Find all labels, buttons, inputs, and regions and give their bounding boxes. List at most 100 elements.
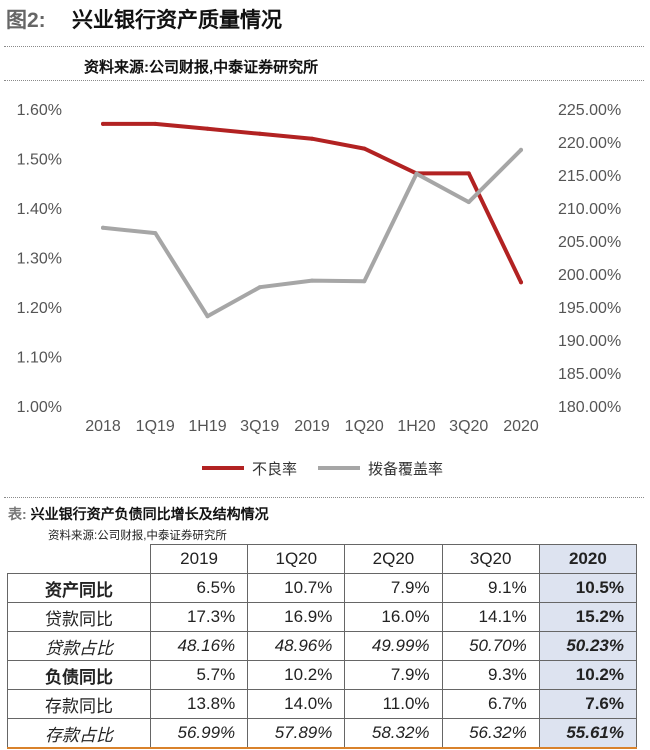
column-header: 2019 [149, 544, 249, 574]
table-cell: 10.2% [247, 660, 346, 690]
provision-coverage-point [466, 200, 471, 205]
y-right-tick-label: 220.00% [558, 135, 621, 152]
y-right-tick-label: 225.00% [558, 102, 621, 119]
figure-title: 兴业银行资产质量情况 [72, 9, 282, 32]
npl-ratio-line [101, 121, 523, 285]
x-tick-label: 2019 [294, 418, 330, 435]
table-cell: 49.99% [344, 631, 443, 661]
table-row: 负债同比 5.7% 10.2% 7.9% 9.3% 10.2% [7, 660, 638, 690]
provision-coverage-point [153, 231, 158, 236]
y-right-tick-label: 210.00% [558, 201, 621, 218]
divider [4, 497, 644, 498]
y-left-tick-label: 1.30% [17, 251, 62, 268]
divider [4, 46, 644, 47]
figure-title-bar: 图2: 兴业银行资产质量情况 [0, 0, 650, 38]
table-header-row: 2019 1Q20 2Q20 3Q20 2020 [7, 544, 638, 574]
y-left-tick-label: 1.60% [17, 102, 62, 119]
divider [4, 80, 644, 81]
table-cell: 16.9% [247, 602, 346, 632]
table-cell: 58.32% [344, 718, 443, 749]
balance-sheet-table: 2019 1Q20 2Q20 3Q20 2020 资产同比 6.5% 10.7% 7.… [7, 544, 638, 749]
y-left-tick-label: 1.20% [17, 300, 62, 317]
y-right-tick-label: 205.00% [558, 234, 621, 251]
row-label: 贷款占比 [7, 631, 151, 661]
table-cell: 14.0% [247, 689, 346, 719]
table-cell: 13.8% [149, 689, 249, 719]
table-row: 贷款同比 17.3% 16.9% 16.0% 14.1% 15.2% [7, 602, 638, 632]
provision-coverage-point [414, 171, 419, 176]
table-cell: 10.2% [538, 660, 638, 690]
y-right-tick-label: 195.00% [558, 300, 621, 317]
x-tick-label: 1Q20 [345, 418, 384, 435]
table-cell: 17.3% [149, 602, 249, 632]
table-label: 表: [8, 506, 27, 522]
table-cell: 11.0% [344, 689, 443, 719]
provision-coverage-point [362, 279, 367, 284]
table-cell: 57.89% [247, 718, 346, 749]
y-left-tick-label: 1.50% [17, 152, 62, 169]
row-label: 存款同比 [7, 689, 151, 719]
column-header: 2Q20 [344, 544, 443, 574]
table-corner [7, 544, 151, 574]
table-cell: 55.61% [538, 718, 638, 749]
table-cell: 5.7% [149, 660, 249, 690]
x-tick-label: 1Q19 [136, 418, 175, 435]
y-left-tick-label: 1.10% [17, 350, 62, 367]
table-cell: 14.1% [441, 602, 540, 632]
table-title-text: 兴业银行资产负债同比增长及结构情况 [30, 506, 269, 522]
legend-label: 拨备覆盖率 [368, 460, 443, 478]
table-cell: 9.3% [441, 660, 540, 690]
table-cell: 10.5% [538, 573, 638, 603]
table-row: 存款占比 56.99% 57.89% 58.32% 56.32% 55.61% [7, 718, 638, 749]
npl-ratio-point [466, 171, 471, 176]
y-right-tick-label: 185.00% [558, 366, 621, 383]
provision-coverage-point [257, 285, 262, 290]
x-tick-label: 1H19 [188, 418, 226, 435]
provision-coverage-point [205, 314, 210, 319]
table-source: 资料来源:公司财报,中泰证券研究所 [48, 530, 227, 542]
table-cell: 7.6% [538, 689, 638, 719]
column-header: 3Q20 [441, 544, 540, 574]
table-cell: 50.23% [538, 631, 638, 661]
row-label: 资产同比 [7, 573, 151, 603]
table-title: 表: 兴业银行资产负债同比增长及结构情况 [8, 504, 269, 524]
provision-coverage-point [519, 147, 523, 152]
table-cell: 15.2% [538, 602, 638, 632]
figure-label: 图2: [6, 9, 46, 32]
table-row: 资产同比 6.5% 10.7% 7.9% 9.1% 10.5% [7, 573, 638, 603]
table-cell: 7.9% [344, 573, 443, 603]
table-cell: 48.16% [149, 631, 249, 661]
y-right-tick-label: 190.00% [558, 333, 621, 350]
npl-ratio-point [362, 146, 367, 151]
x-tick-label: 2020 [503, 418, 539, 435]
y-right-tick-label: 215.00% [558, 168, 621, 185]
x-tick-label: 3Q20 [449, 418, 488, 435]
npl-ratio-point [205, 126, 210, 131]
x-tick-label: 3Q19 [240, 418, 279, 435]
table-cell: 50.70% [441, 631, 540, 661]
table-cell: 48.96% [247, 631, 346, 661]
x-tick-label: 1H20 [397, 418, 435, 435]
npl-ratio-point [310, 136, 314, 141]
table-cell: 10.7% [247, 573, 346, 603]
table-cell: 6.7% [441, 689, 540, 719]
table-cell: 16.0% [344, 602, 443, 632]
npl-ratio-point [101, 121, 105, 126]
provision-coverage-point [101, 225, 105, 230]
table-row: 存款同比 13.8% 14.0% 11.0% 6.7% 7.6% [7, 689, 638, 719]
figure-source: 资料来源:公司财报,中泰证券研究所 [84, 59, 319, 76]
column-header: 2020 [538, 544, 638, 574]
table-cell: 56.99% [149, 718, 249, 749]
npl-ratio-point [257, 131, 262, 136]
y-right-tick-label: 180.00% [558, 399, 621, 416]
row-label: 存款占比 [7, 718, 151, 749]
line-chart: 1.00% 1.10% 1.20% 1.30% 1.40% 1.50% 1.60% 180.0… [17, 102, 622, 478]
y-left-tick-label: 1.00% [17, 399, 62, 416]
legend-label: 不良率 [252, 460, 297, 478]
provision-coverage-point [310, 278, 314, 283]
table-cell: 7.9% [344, 660, 443, 690]
row-label: 负债同比 [7, 660, 151, 690]
x-tick-label: 2018 [85, 418, 121, 435]
y-right-tick-label: 200.00% [558, 267, 621, 284]
row-label: 贷款同比 [7, 602, 151, 632]
